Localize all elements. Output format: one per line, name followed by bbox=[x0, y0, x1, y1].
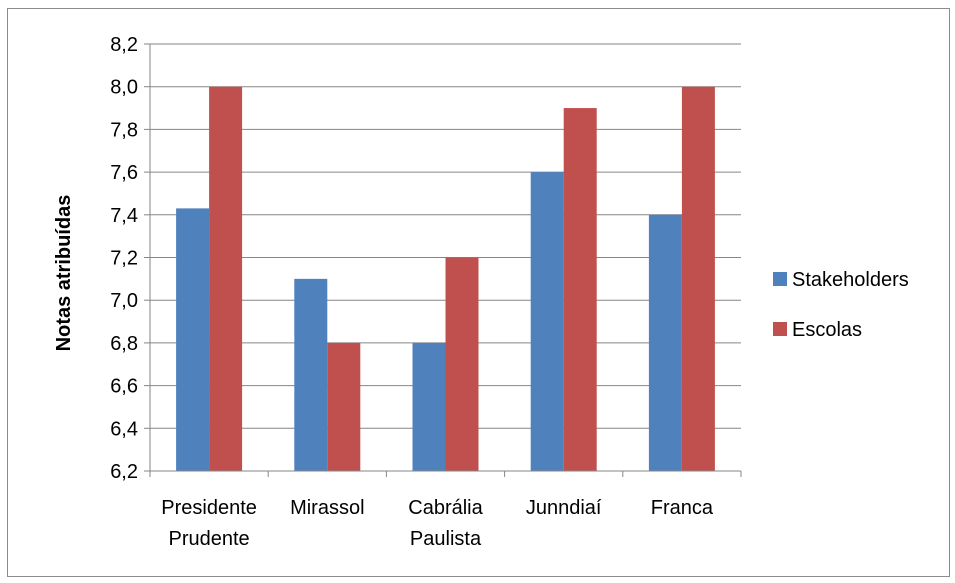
y-tick-label: 8,2 bbox=[110, 34, 138, 56]
y-tick-label: 7,4 bbox=[110, 205, 138, 227]
tick-labels: 6,2 6,4 6,6 6,8 7,0 7,2 7,4 7,6 7,8 8,0 8,2 Preside… bbox=[110, 34, 714, 550]
y-tick-label: 7,0 bbox=[110, 290, 138, 312]
bar-escolas bbox=[327, 342, 361, 471]
bar-stakeholders bbox=[294, 278, 328, 471]
y-tick-label: 8,0 bbox=[110, 77, 138, 99]
bar-stakeholders bbox=[648, 214, 682, 472]
x-tick-label: Paulista bbox=[410, 528, 482, 550]
bars bbox=[176, 86, 715, 472]
bar-stakeholders bbox=[530, 172, 564, 471]
legend-swatch-stakeholders bbox=[773, 272, 787, 286]
y-tick-label: 7,2 bbox=[110, 248, 138, 270]
y-tick-label: 7,6 bbox=[110, 162, 138, 184]
legend-label-escolas: Escolas bbox=[792, 319, 862, 341]
x-tick-label: Prudente bbox=[169, 528, 250, 550]
legend: Stakeholders Escolas bbox=[773, 269, 909, 341]
x-tick-label: Presidente bbox=[161, 497, 257, 519]
bar-escolas bbox=[445, 257, 479, 471]
y-tick-label: 7,8 bbox=[110, 119, 138, 141]
y-tick-label: 6,6 bbox=[110, 376, 138, 398]
bar-escolas bbox=[209, 86, 243, 471]
legend-label-stakeholders: Stakeholders bbox=[792, 269, 909, 291]
chart-frame: 6,2 6,4 6,6 6,8 7,0 7,2 7,4 7,6 7,8 8,0 8,2 Preside… bbox=[7, 8, 950, 577]
x-tick-label: Franca bbox=[651, 497, 714, 519]
y-tick-label: 6,4 bbox=[110, 418, 138, 440]
x-tick-label: Mirassol bbox=[290, 497, 364, 519]
x-tick-label: Cabrália bbox=[408, 497, 483, 519]
y-tick-label: 6,8 bbox=[110, 333, 138, 355]
bar-escolas bbox=[563, 108, 597, 472]
axes bbox=[144, 43, 742, 477]
bar-escolas bbox=[681, 86, 715, 471]
bar-stakeholders bbox=[176, 208, 210, 471]
bar-stakeholders bbox=[412, 342, 446, 471]
y-axis-title: Notas atribuídas bbox=[53, 195, 75, 352]
legend-swatch-escolas bbox=[773, 322, 787, 336]
x-tick-label: Junndiaí bbox=[526, 497, 602, 519]
bar-chart: 6,2 6,4 6,6 6,8 7,0 7,2 7,4 7,6 7,8 8,0 8,2 Preside… bbox=[53, 34, 909, 550]
y-tick-label: 6,2 bbox=[110, 461, 138, 483]
